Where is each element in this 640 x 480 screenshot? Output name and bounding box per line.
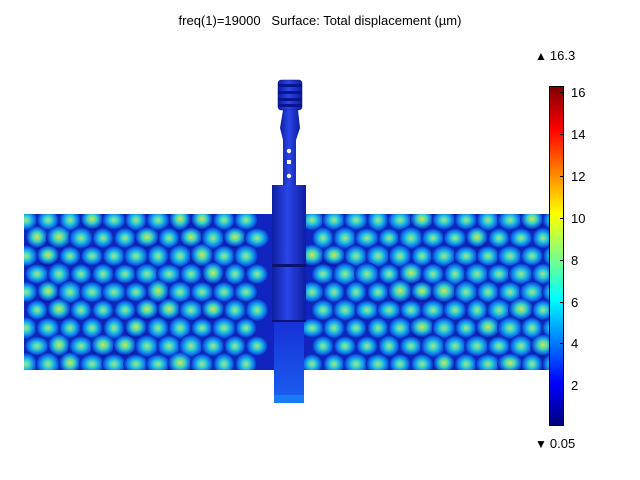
colorbar-tick-label: 8 [571, 252, 579, 268]
colorbar-tick-label: 14 [571, 127, 586, 143]
triangle-down-icon: ▼ [535, 437, 547, 451]
colorbar-tick-label: 10 [571, 210, 586, 226]
colorbar-min-label: ▼ 0.05 [535, 436, 576, 451]
colorbar-max-label: ▲ 16.3 [535, 48, 576, 63]
colorbar-tick-mark [560, 134, 564, 136]
granular-bed [24, 214, 550, 370]
colorbar-tick-mark [560, 343, 564, 345]
colorbar-tick-label: 2 [571, 378, 579, 394]
colorbar-tick-mark [560, 385, 564, 387]
plot-quantity: Surface: Total displacement (µm) [271, 13, 462, 28]
colorbar [549, 86, 564, 426]
colorbar-tick-label: 4 [571, 336, 579, 352]
triangle-up-icon: ▲ [535, 49, 547, 63]
colorbar-tick-mark [560, 217, 564, 219]
colorbar-tick-mark [560, 259, 564, 261]
colorbar-tick-label: 12 [571, 168, 586, 184]
ultrasonic-horn [272, 79, 306, 403]
colorbar-tick-mark [560, 175, 564, 177]
colorbar-tick-mark [560, 92, 564, 94]
frequency-parameter: freq(1)=19000 [178, 13, 261, 28]
colorbar-tick-label: 6 [571, 294, 579, 310]
colorbar-tick-label: 16 [571, 85, 586, 101]
colorbar-tick-mark [560, 301, 564, 303]
plot-title: freq(1)=19000 Surface: Total displacemen… [0, 13, 640, 28]
